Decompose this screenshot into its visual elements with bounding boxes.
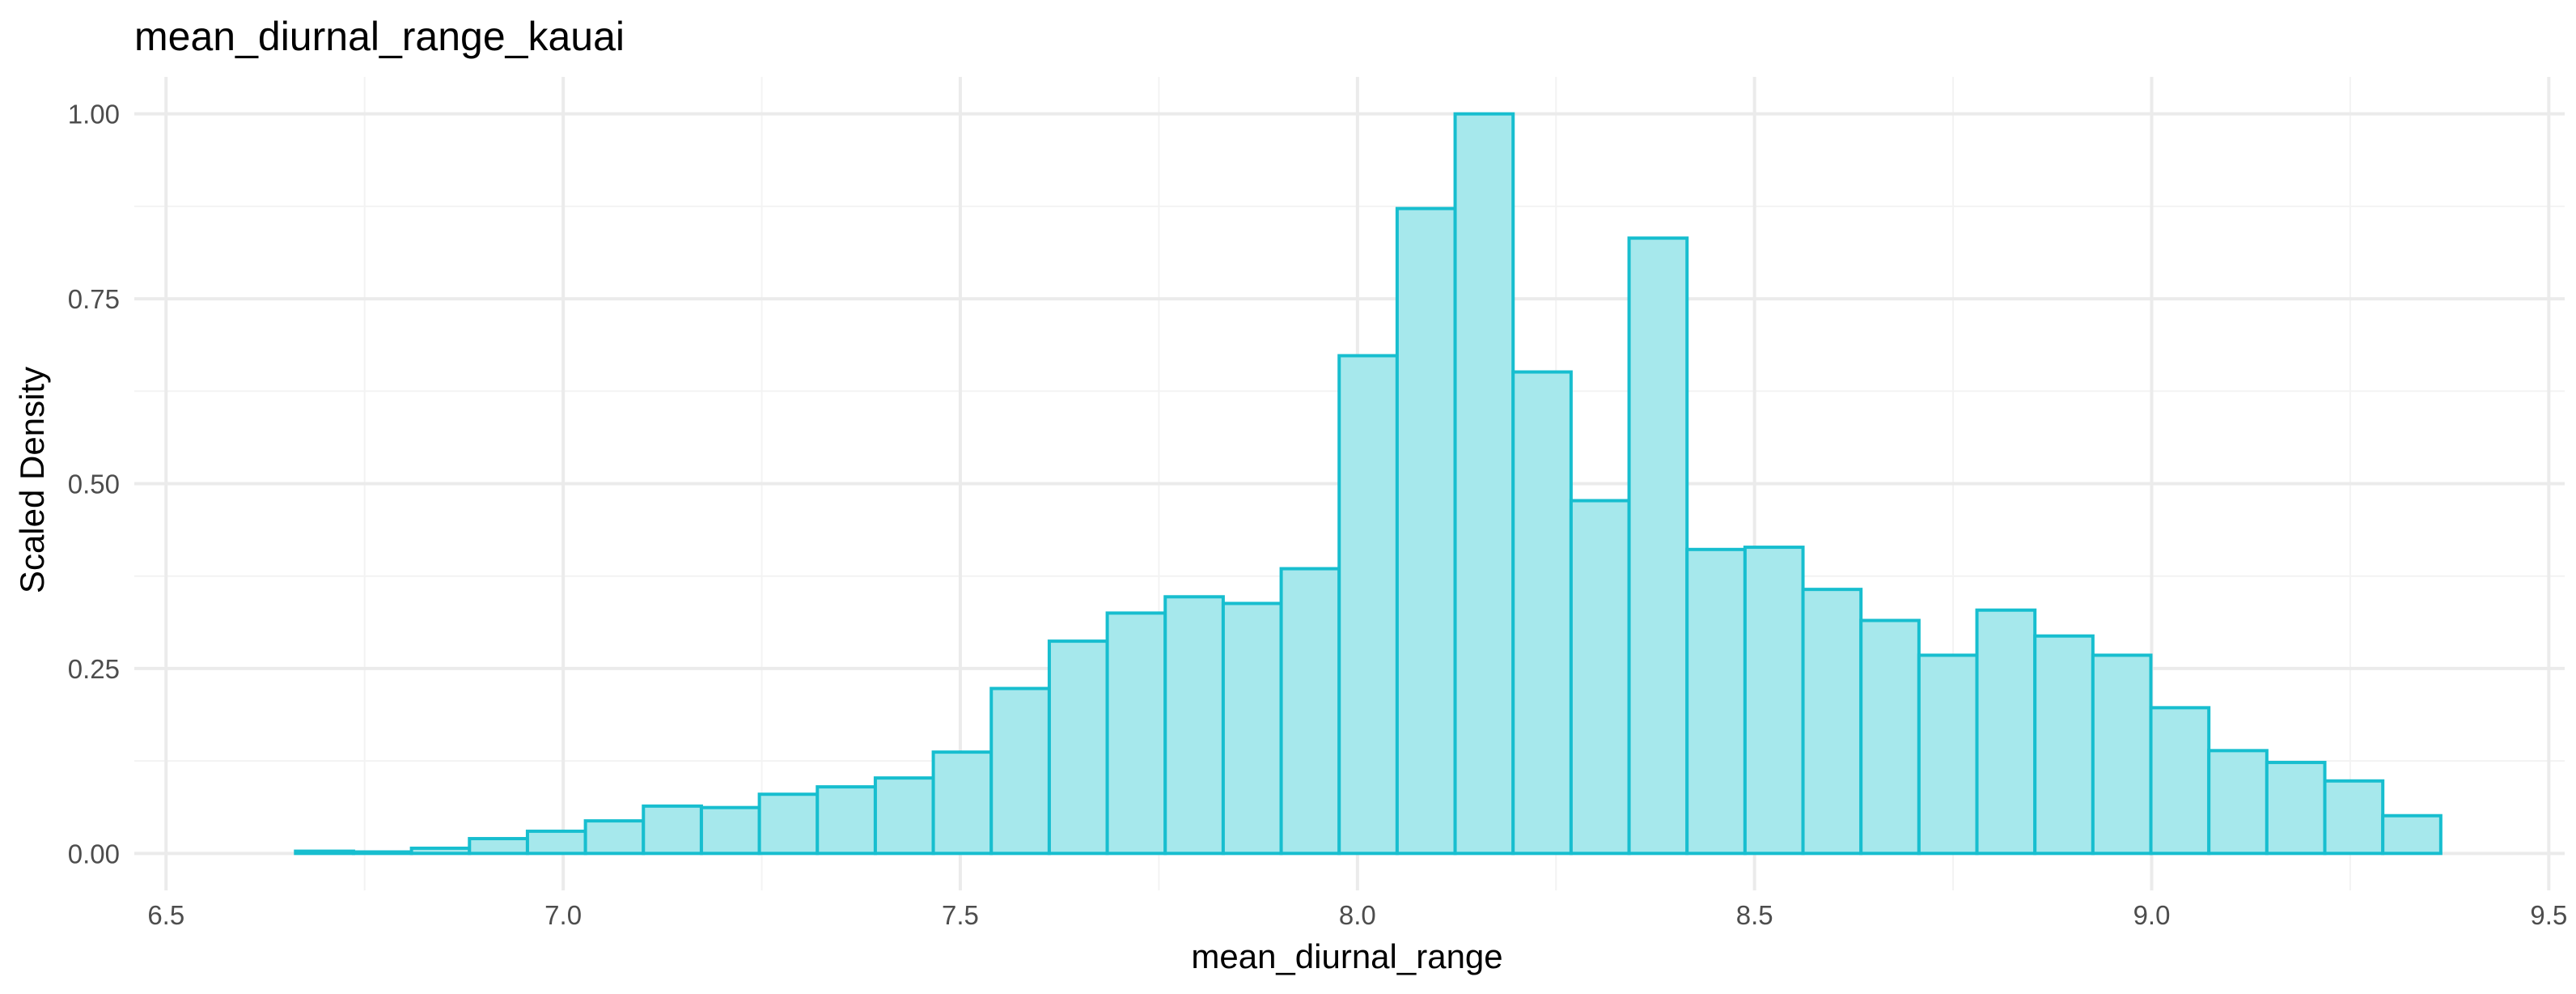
histogram-bar	[1453, 112, 1515, 856]
histogram-bar	[699, 805, 761, 856]
histogram-bar	[409, 846, 472, 856]
histogram-bar	[2091, 653, 2153, 856]
histogram-bar	[1395, 206, 1457, 856]
x-tick-label: 7.0	[544, 900, 582, 930]
x-tick-label: 9.0	[2133, 900, 2171, 930]
histogram-bar	[642, 804, 703, 856]
y-tick-label: 0.00	[68, 839, 120, 869]
y-axis-title: Scaled Density	[13, 367, 51, 593]
y-axis-ticks: 0.00 0.25 0.50 0.75 1.00	[68, 100, 120, 869]
y-tick-label: 0.50	[68, 469, 120, 499]
histogram-bar	[757, 792, 820, 856]
histogram-bar	[1511, 370, 1573, 856]
histogram-bar	[1047, 639, 1109, 856]
histogram-bar	[1279, 567, 1341, 856]
histogram-bar	[873, 776, 935, 856]
x-axis-title: mean_diurnal_range	[1191, 937, 1502, 975]
histogram-bar	[816, 785, 877, 856]
histogram-bar	[931, 750, 994, 856]
histogram-bar	[583, 819, 646, 856]
histogram-bar	[1975, 608, 2037, 856]
histogram-bar	[2265, 760, 2327, 856]
x-tick-label: 8.0	[1339, 900, 1376, 930]
histogram-bar	[1685, 547, 1747, 856]
histogram-bar	[2033, 634, 2095, 856]
x-tick-label: 8.5	[1736, 900, 1773, 930]
x-axis-ticks: 6.5 7.0 7.5 8.0 8.5 9.0 9.5	[147, 900, 2567, 930]
histogram-bar	[1627, 236, 1689, 856]
x-tick-label: 7.5	[942, 900, 979, 930]
histogram-bar	[2207, 749, 2269, 856]
histogram-bar	[1163, 595, 1225, 856]
histogram-bar	[351, 850, 413, 856]
y-tick-label: 1.00	[68, 100, 120, 130]
y-tick-label: 0.25	[68, 654, 120, 684]
histogram-bar	[2149, 706, 2211, 856]
histogram-bar	[1743, 546, 1805, 856]
histogram-bar	[1859, 618, 1921, 856]
x-tick-label: 9.5	[2530, 900, 2567, 930]
histogram-bar	[1221, 601, 1283, 856]
histogram-bar	[1105, 611, 1167, 856]
histogram-bar	[2381, 813, 2443, 856]
histogram-bar	[1337, 354, 1399, 856]
y-tick-label: 0.75	[68, 284, 120, 314]
histogram-bar	[468, 837, 529, 856]
histogram-bar	[989, 686, 1051, 856]
histogram-bar	[2323, 779, 2385, 856]
histogram-bar	[525, 829, 587, 856]
histogram-bar	[1569, 499, 1631, 856]
chart-title: mean_diurnal_range_kauai	[134, 14, 625, 59]
histogram-bars	[294, 112, 2443, 856]
histogram-bar	[1917, 653, 1979, 856]
x-tick-label: 6.5	[147, 900, 184, 930]
histogram-bar	[294, 849, 355, 856]
histogram-bar	[1801, 588, 1863, 856]
